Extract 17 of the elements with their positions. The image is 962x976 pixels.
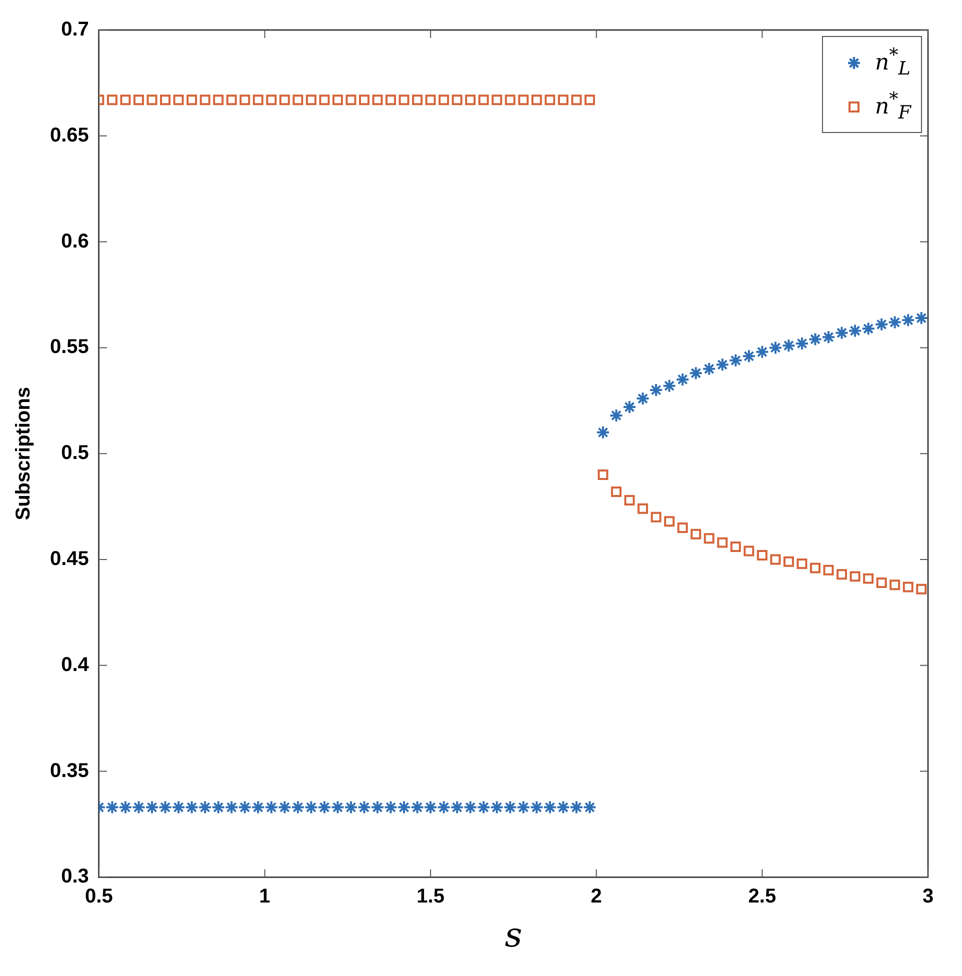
y-tick-label: 0.55: [50, 336, 89, 358]
y-axis-title: Subscriptions: [12, 386, 35, 520]
x-axis-title: s: [504, 915, 522, 956]
y-tick-label: 0.6: [61, 230, 89, 252]
y-tick-label: 0.35: [50, 760, 89, 782]
y-tick-label: 0.4: [61, 654, 90, 676]
y-tick-label: 0.5: [61, 442, 89, 464]
y-tick-label: 0.45: [50, 548, 89, 570]
y-tick-label: 0.7: [61, 18, 89, 41]
x-tick-label: 0.5: [85, 886, 113, 908]
x-tick-label: 1.5: [416, 886, 444, 908]
x-tick-label: 2.5: [748, 886, 776, 908]
y-tick-label: 0.3: [61, 866, 89, 888]
x-tick-label: 1: [259, 886, 270, 908]
y-tick-label: 0.65: [50, 124, 89, 146]
x-tick-label: 2: [590, 886, 602, 908]
x-tick-label: 3: [922, 886, 934, 908]
